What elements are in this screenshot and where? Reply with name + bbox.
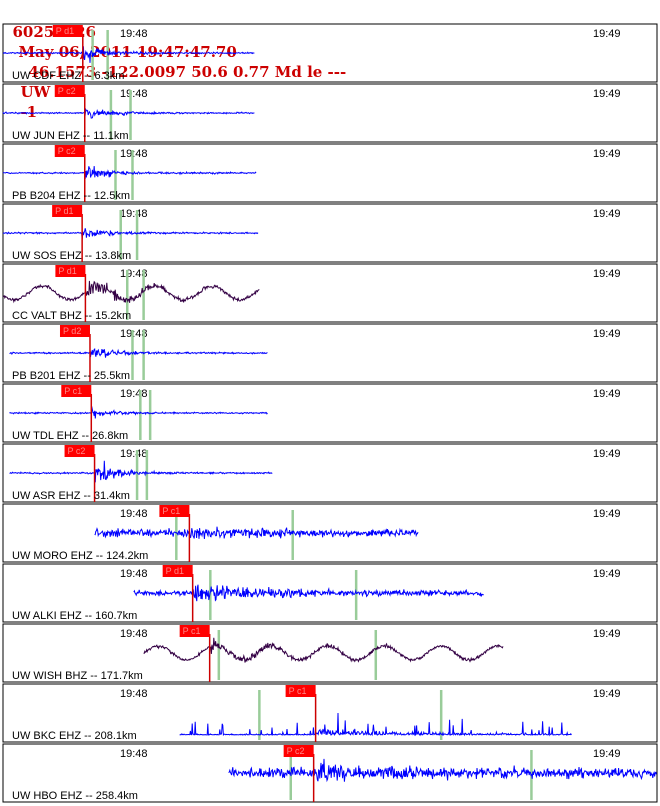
trace-frame [2,683,658,743]
pick-flag [61,385,92,397]
time-tick-label: 19:49 [593,448,621,460]
station-label: UW WISH BHZ -- 171.7km [12,670,143,682]
time-tick-label: 19:48 [120,448,148,460]
trace-frame [2,263,658,323]
pick-flag [285,685,316,697]
waveform-trace [2,166,257,179]
trace-frame [2,323,658,383]
time-tick-label: 19:48 [120,628,148,640]
pick-flag [54,85,85,97]
time-tick-label: 19:48 [120,568,148,580]
trace-frame [2,443,658,503]
waveform-trace [2,280,260,304]
pick-flag [64,445,95,457]
pick-label: P c2 [58,146,76,156]
waveform-trace [179,712,572,737]
pick-label: P d1 [58,266,76,276]
time-tick-label: 19:49 [593,208,621,220]
station-label: CC VALT BHZ -- 15.2km [12,310,131,322]
time-tick-label: 19:49 [593,328,621,340]
trace-frame [2,563,658,623]
waveform-trace [2,228,259,240]
time-tick-label: 19:49 [593,628,621,640]
time-tick-label: 19:49 [593,568,621,580]
time-tick-label: 19:48 [120,328,148,340]
waveform-trace [94,526,419,539]
pick-flag [159,505,190,517]
station-label: PB B201 EHZ -- 25.5km [12,370,130,382]
pick-label: P c1 [183,626,201,636]
waveform-trace [9,460,273,483]
station-label: UW TDL EHZ -- 26.8km [12,430,128,442]
time-tick-label: 19:49 [593,28,621,40]
pick-label: P d1 [56,26,74,36]
station-label: UW ALKI EHZ -- 160.7km [12,610,137,622]
pick-flag [54,145,85,157]
station-label: UW ASR EHZ -- 31.4km [12,490,130,502]
pick-flag [162,565,193,577]
waveform-trace [2,46,255,63]
trace-frame [2,623,658,683]
time-tick-label: 19:49 [593,508,621,520]
station-label: UW BKC EHZ -- 208.1km [12,730,137,742]
time-tick-label: 19:48 [120,388,148,400]
time-tick-label: 19:48 [120,148,148,160]
waveform-trace [2,107,255,119]
pick-label: P d1 [55,206,73,216]
pick-flag [55,265,86,277]
station-label: UW SOS EHZ -- 13.8km [12,250,131,262]
trace-frame [2,743,658,803]
time-tick-label: 19:48 [120,748,148,760]
time-tick-label: 19:49 [593,268,621,280]
time-tick-label: 19:49 [593,88,621,100]
time-tick-label: 19:48 [120,28,148,40]
waveform-trace [143,637,504,663]
pick-flag [59,325,90,337]
waveform-trace [133,584,484,602]
time-tick-label: 19:48 [120,88,148,100]
station-label: UW CDF EHZ -- 6.3km [12,70,124,82]
station-label: PB B204 EHZ -- 12.5km [12,190,130,202]
pick-label: P d1 [166,566,184,576]
station-label: UW HBO EHZ -- 258.4km [12,790,138,802]
station-label: UW MORO EHZ -- 124.2km [12,550,148,562]
pick-label: P c1 [289,686,307,696]
pick-label: P c1 [162,506,180,516]
time-tick-label: 19:49 [593,148,621,160]
pick-label: P c2 [58,86,76,96]
waveform-trace [9,348,268,358]
event-location: 46.1573 -122.0097 50.6 0.77 Md le --- [28,63,347,81]
pick-flag [52,25,83,37]
time-tick-label: 19:48 [120,688,148,700]
pick-label: P c1 [64,386,82,396]
station-label: UW JUN EHZ -- 11.1km [12,130,129,142]
trace-frame [2,383,658,443]
pick-label: P d2 [63,326,81,336]
event-datetime: May 06, 2011 19:47:47.70 [18,43,237,61]
waveform-trace [9,406,268,419]
time-tick-label: 19:49 [593,748,621,760]
event-extra: -1 [20,103,38,121]
pick-flag [52,205,83,217]
time-tick-label: 19:49 [593,388,621,400]
pick-flag [179,625,210,637]
pick-label: P c2 [287,746,305,756]
time-tick-label: 19:49 [593,688,621,700]
time-tick-label: 19:48 [120,508,148,520]
time-tick-label: 19:48 [120,208,148,220]
waveform-trace [228,758,657,783]
pick-flag [283,745,314,757]
trace-frame [2,503,658,563]
pick-label: P c2 [68,446,86,456]
